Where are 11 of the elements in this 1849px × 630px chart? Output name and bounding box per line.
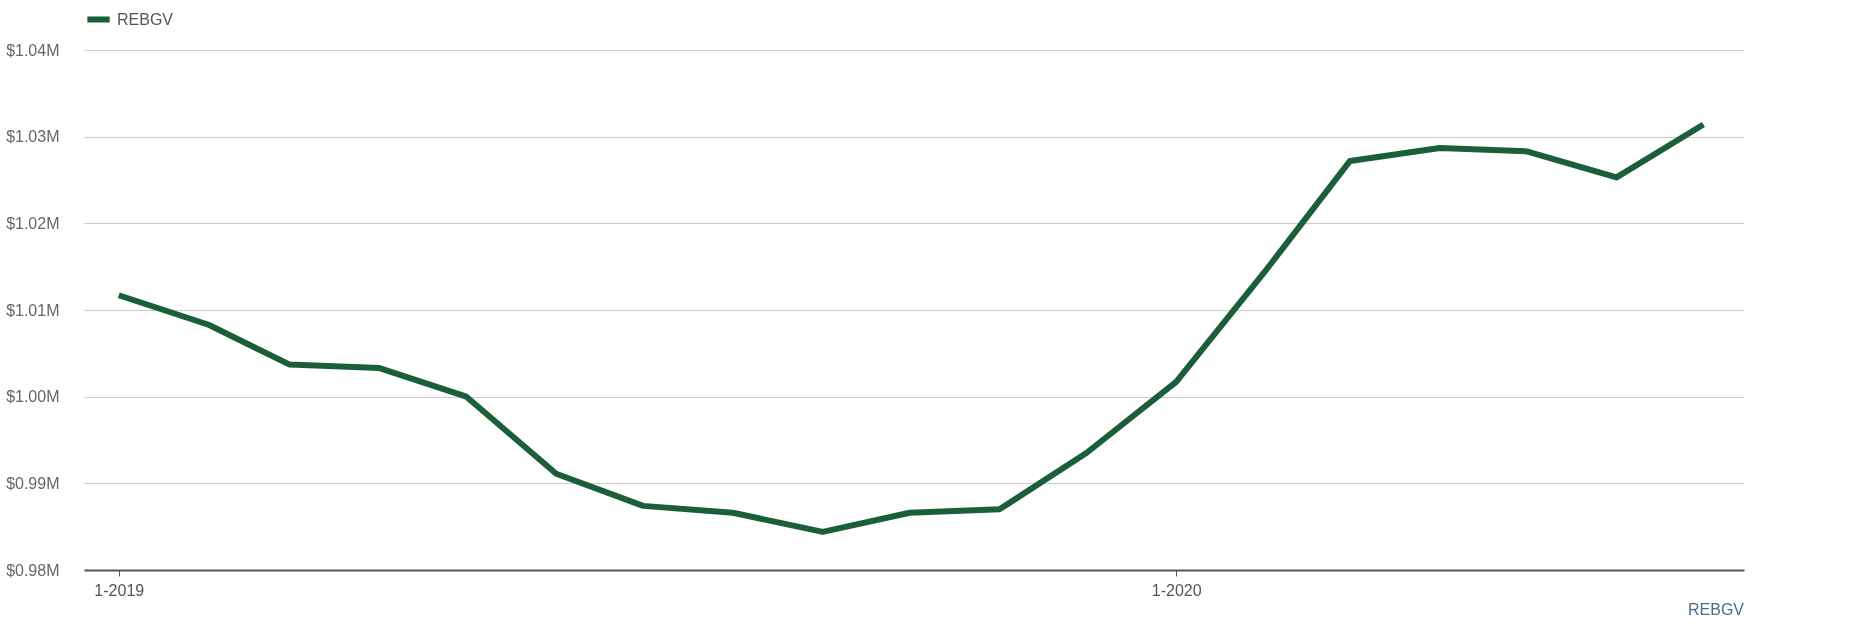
x-tick-label: 1-2019 (94, 581, 145, 599)
y-tick-label: $1.01M (6, 301, 60, 319)
legend-label: REBGV (117, 10, 174, 28)
y-tick-label: $1.02M (6, 214, 60, 232)
x-tick-label: 1-2020 (1151, 581, 1202, 599)
y-tick-label: $1.04M (6, 41, 60, 59)
y-tick-label: $0.99M (6, 474, 60, 492)
text: REBGV (1687, 601, 1745, 618)
y-tick-label: $0.98M (6, 561, 60, 579)
y-tick-label: $1.03M (6, 128, 60, 146)
y-tick-label: $1.00M (6, 388, 60, 406)
